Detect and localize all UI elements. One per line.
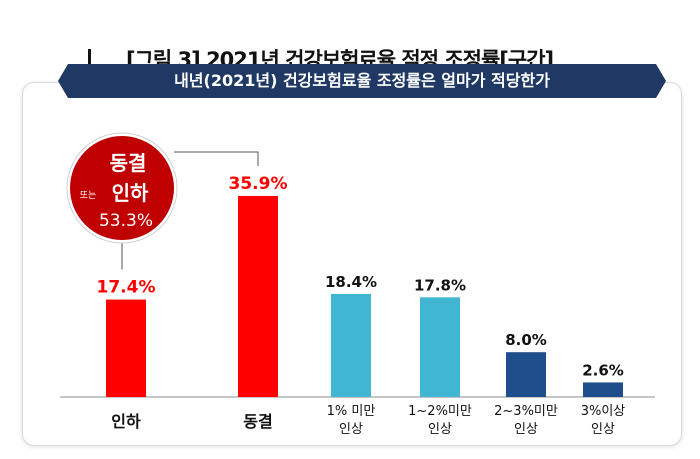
bar-3 <box>331 293 371 397</box>
callout-line-2: 인하 <box>112 181 149 205</box>
category-label-4-line-1: 1~2%미만 <box>408 404 472 419</box>
category-label-3-line-1: 1% 미만 <box>327 404 376 419</box>
data-label-3: 18.4% <box>325 273 377 291</box>
category-label-6-line-1: 3%이상 <box>581 404 626 419</box>
bar-2 <box>238 195 278 397</box>
category-label-2: 동결 <box>243 412 272 431</box>
callout-prefix: 또는 <box>80 190 97 201</box>
data-label-5: 8.0% <box>505 331 547 349</box>
category-label-5-line-1: 2~3%미만 <box>494 404 558 419</box>
data-label-2: 35.9% <box>229 174 288 194</box>
connector-line-right <box>174 151 259 166</box>
banner-shape <box>58 64 666 98</box>
subtitle-banner-text: 내년(2021년) 건강보험료율 조정률은 얼마가 적당한가 <box>174 71 550 90</box>
bar-5 <box>506 352 546 397</box>
callout-line-1: 동결 <box>110 151 147 175</box>
bar-6 <box>583 382 623 397</box>
category-label-3-line-2: 인상 <box>339 422 363 437</box>
title-marker <box>88 49 91 69</box>
category-label-5-line-2: 인상 <box>514 422 538 437</box>
subtitle-banner <box>58 64 666 98</box>
bar-4 <box>420 297 460 397</box>
callout-circle <box>70 136 174 240</box>
data-label-1: 17.4% <box>97 278 156 298</box>
category-label-1: 인하 <box>111 412 141 431</box>
bar-1 <box>106 299 146 397</box>
data-label-4: 17.8% <box>414 276 466 294</box>
callout-value: 53.3% <box>99 211 153 231</box>
category-label-6-line-2: 인상 <box>591 422 615 437</box>
category-label-4-line-2: 인상 <box>428 422 452 437</box>
data-label-6: 2.6% <box>582 361 624 379</box>
